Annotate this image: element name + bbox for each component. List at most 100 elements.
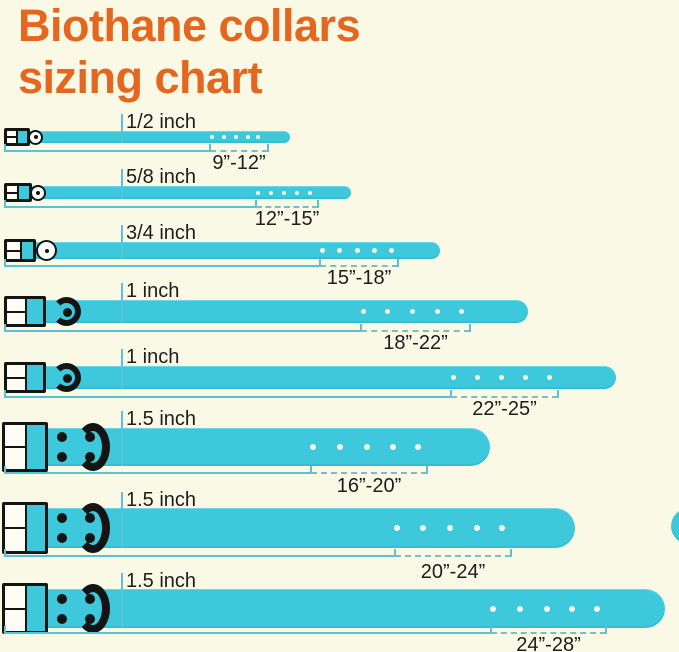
measure-tick (4, 324, 6, 332)
strap-hole (390, 444, 396, 450)
adjust-range-dashes (395, 555, 511, 557)
buckle-cell (5, 609, 25, 631)
rivet-icon (57, 513, 67, 523)
buckle-strap-cell (18, 131, 27, 143)
buckle-left-cells (5, 505, 25, 551)
d-ring-icon (76, 423, 110, 471)
buckle-strap-cell (26, 505, 45, 551)
buckle-frame (2, 502, 48, 554)
buckle-cell (7, 186, 18, 192)
ring-pin-icon (36, 190, 40, 195)
page-title: Biothane collars sizing chart (18, 0, 361, 104)
strap-hole (409, 309, 415, 314)
buckle-left-cells (5, 586, 25, 631)
strap-hole (458, 309, 464, 314)
measure-tick (490, 626, 492, 634)
strap-hole (308, 190, 312, 195)
measure-tick (4, 626, 6, 634)
buckle-cell (7, 138, 17, 143)
measure-tick (4, 549, 6, 557)
measure-tick (317, 200, 319, 208)
buckle-frame (4, 239, 36, 262)
rivet-icon (57, 593, 67, 604)
width-label: 5/8 inch (126, 166, 197, 188)
measure-tick (557, 390, 559, 398)
width-tick (121, 169, 123, 199)
collar-strap (4, 131, 290, 143)
buckle-cell (7, 131, 17, 136)
rivet-icon (57, 613, 67, 624)
strap-hole (246, 135, 250, 139)
size-range-label: 20”-24” (420, 561, 486, 583)
width-tick (121, 349, 123, 389)
buckle-left-cells (7, 131, 17, 143)
strap-hole (447, 525, 453, 531)
measure-line (4, 330, 361, 332)
measure-tick (310, 466, 312, 474)
strap-hole (256, 190, 260, 195)
buckle-cell (5, 505, 25, 527)
measure-tick (4, 144, 6, 152)
width-tick (121, 225, 123, 259)
strap-hole (371, 248, 377, 253)
size-range-label: 16”-20” (336, 475, 402, 497)
measure-line (4, 632, 491, 634)
measure-tick (450, 390, 452, 398)
strap-hole (256, 135, 260, 139)
measure-tick (510, 549, 512, 557)
size-range-label: 9”-12” (212, 152, 266, 174)
measure-line (4, 396, 451, 398)
buckle-frame (4, 183, 32, 202)
strap-hole (474, 375, 480, 380)
strap-hole (594, 605, 600, 612)
collar-strap (4, 366, 616, 389)
buckle-cell (5, 586, 25, 608)
buckle-strap-cell (26, 365, 43, 390)
measure-line (4, 472, 311, 474)
size-range-label: 12”-15” (254, 208, 320, 230)
ring-pin-icon (62, 373, 72, 383)
d-ring-icon (76, 584, 110, 633)
adjust-range-dashes (311, 472, 427, 474)
strap-hole (360, 309, 366, 314)
strap-hole (415, 444, 421, 450)
buckle-cell (7, 242, 20, 250)
measure-tick (4, 200, 6, 208)
buckle-cell (7, 378, 25, 390)
strap-hole (522, 375, 528, 380)
strap-hole (569, 605, 575, 612)
strap-hole (282, 190, 286, 195)
adjust-range-dashes (361, 330, 470, 332)
strap-hole (364, 444, 370, 450)
width-tick (121, 283, 123, 323)
adjust-range-dashes (491, 632, 606, 634)
measure-tick (4, 390, 6, 398)
strap-hole (310, 444, 316, 450)
strap-hole (450, 375, 456, 380)
adjust-range-dashes (320, 265, 398, 267)
collar-strap (4, 186, 351, 199)
measure-tick (4, 259, 6, 267)
buckle-left-cells (7, 186, 18, 199)
width-label: 1.5 inch (126, 489, 197, 511)
size-range-label: 24”-28” (516, 634, 581, 652)
width-tick (121, 573, 123, 628)
measure-tick (267, 144, 269, 152)
strap-hole (434, 309, 440, 314)
buckle-frame (4, 362, 46, 393)
strap-hole (517, 605, 523, 612)
width-label: 1.5 inch (126, 570, 197, 592)
buckle-strap-cell (26, 299, 43, 324)
strap-hole (210, 135, 214, 139)
buckle-strap-cell (21, 242, 33, 259)
measure-tick (360, 324, 362, 332)
strap-hole (234, 135, 238, 139)
buckle-left-cells (7, 299, 25, 324)
strap-hole (498, 375, 504, 380)
title-line-2: sizing chart (18, 51, 263, 103)
measure-tick (426, 466, 428, 474)
strap-hole (337, 444, 343, 450)
buckle-left-cells (7, 242, 20, 259)
collar-strap (4, 300, 528, 323)
